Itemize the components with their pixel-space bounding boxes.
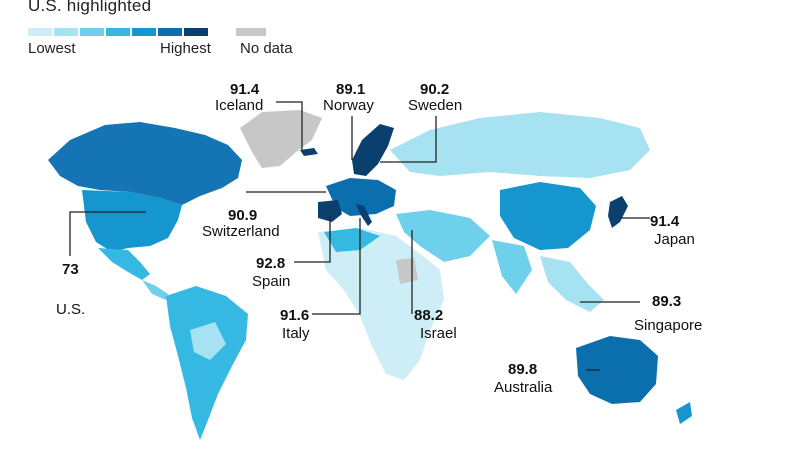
japan-value: 91.4 xyxy=(650,213,680,230)
singapore-name: Singapore xyxy=(634,317,702,334)
greenland-region xyxy=(240,110,322,168)
legend-swatch xyxy=(184,28,208,36)
iceland-region xyxy=(300,148,318,156)
japan-region xyxy=(608,196,628,228)
scandinavia-region xyxy=(352,124,394,176)
us-leader-line xyxy=(69,211,146,256)
india-region xyxy=(492,240,532,294)
mexico-region xyxy=(98,248,150,280)
central-america-region xyxy=(142,280,168,300)
us-region xyxy=(82,190,182,252)
legend-swatch xyxy=(158,28,182,36)
middle-east-region xyxy=(396,210,490,262)
switzerland-value: 90.9 xyxy=(228,207,257,224)
italy-value: 91.6 xyxy=(280,307,309,324)
italy-leader-line xyxy=(312,218,361,315)
us-value: 73 xyxy=(62,261,79,278)
legend-nodata-swatch xyxy=(236,28,266,36)
europe-region xyxy=(326,178,396,216)
map-subtitle: U.S. highlighted xyxy=(28,0,152,15)
russia-region xyxy=(390,112,650,178)
australia-name: Australia xyxy=(494,379,553,396)
south-america-shade xyxy=(190,322,226,360)
southeast-asia-region xyxy=(540,256,604,312)
legend-swatch xyxy=(106,28,130,36)
spain-value: 92.8 xyxy=(256,255,285,272)
sweden-leader-line xyxy=(380,116,437,163)
north-africa-region xyxy=(324,228,380,252)
canada-region xyxy=(48,122,242,205)
spain-leader-line xyxy=(294,216,331,263)
iceland-value: 91.4 xyxy=(230,81,260,98)
israel-value: 88.2 xyxy=(414,307,443,324)
legend-nodata-label: No data xyxy=(240,40,293,57)
australia-value: 89.8 xyxy=(508,361,537,378)
iceland-leader-line xyxy=(276,101,303,150)
legend-swatch xyxy=(28,28,52,36)
italy-region xyxy=(356,204,372,226)
israel-name: Israel xyxy=(420,325,457,342)
china-region xyxy=(500,182,596,250)
singapore-value: 89.3 xyxy=(652,293,681,310)
legend-high-label: Highest xyxy=(160,40,211,57)
legend-swatch xyxy=(54,28,78,36)
sweden-value: 90.2 xyxy=(420,81,449,98)
spain-name: Spain xyxy=(252,273,290,290)
japan-name: Japan xyxy=(654,231,695,248)
sweden-name: Sweden xyxy=(408,97,462,114)
legend-low-label: Lowest xyxy=(28,40,76,57)
new-zealand-region xyxy=(676,402,692,424)
australia-region xyxy=(576,336,658,404)
norway-value: 89.1 xyxy=(336,81,365,98)
italy-name: Italy xyxy=(282,325,310,342)
legend-swatch xyxy=(80,28,104,36)
spain-region xyxy=(318,200,342,222)
legend-swatch xyxy=(132,28,156,36)
norway-name: Norway xyxy=(323,97,374,114)
switzerland-name: Switzerland xyxy=(202,223,280,240)
us-name: U.S. xyxy=(56,301,85,318)
legend-color-scale xyxy=(28,28,208,36)
south-america-region xyxy=(166,286,248,440)
iceland-name: Iceland xyxy=(215,97,263,114)
